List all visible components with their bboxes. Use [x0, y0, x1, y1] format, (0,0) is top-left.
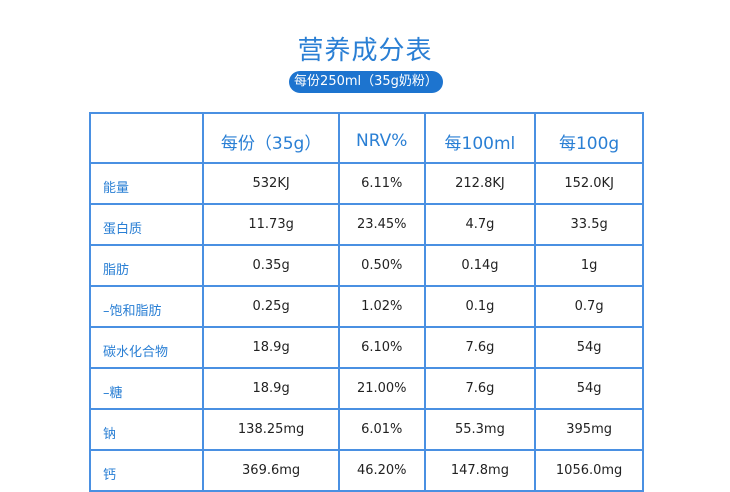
value-cell: 6.10%	[337, 326, 426, 369]
value-cell: 0.14g	[423, 244, 537, 287]
value-cell: 152.0KJ	[534, 162, 644, 205]
value-cell: 1056.0mg	[534, 449, 644, 492]
value-cell: 54g	[534, 367, 644, 410]
page-title: 营养成分表	[297, 36, 433, 66]
value-cell: 0.1g	[423, 285, 537, 328]
value-cell: 7.6g	[423, 326, 537, 369]
serving-badge: 每份250ml（35g奶粉）	[289, 71, 443, 93]
nutrition-table: 每份（35g） NRV% 每100ml 每100g 能量 532KJ 6.11% 21…	[88, 112, 644, 492]
table-row: 能量 532KJ 6.11% 212.8KJ 152.0KJ	[88, 162, 644, 205]
value-cell: 18.9g	[202, 367, 340, 410]
value-cell: 369.6mg	[202, 449, 340, 492]
row-label: 碳水化合物	[88, 326, 205, 369]
table-row: 钙 369.6mg 46.20% 147.8mg 1056.0mg	[88, 449, 644, 492]
value-cell: 212.8KJ	[423, 162, 537, 205]
value-cell: 18.9g	[202, 326, 340, 369]
value-cell: 46.20%	[337, 449, 426, 492]
value-cell: 6.11%	[337, 162, 426, 205]
value-cell: 54g	[534, 326, 644, 369]
value-cell: 7.6g	[423, 367, 537, 410]
table-row: –糖 18.9g 21.00% 7.6g 54g	[88, 367, 644, 410]
row-label: 脂肪	[88, 244, 205, 287]
value-cell: 33.5g	[534, 203, 644, 246]
value-cell: 0.7g	[534, 285, 644, 328]
row-label: 钙	[88, 449, 205, 492]
table-row: 脂肪 0.35g 0.50% 0.14g 1g	[88, 244, 644, 287]
header-cell: 每份（35g）	[202, 112, 340, 164]
table-row: 钠 138.25mg 6.01% 55.3mg 395mg	[88, 408, 644, 451]
row-label: 能量	[88, 162, 205, 205]
row-label: 钠	[88, 408, 205, 451]
header-cell: 每100g	[534, 112, 644, 164]
value-cell: 0.25g	[202, 285, 340, 328]
value-cell: 55.3mg	[423, 408, 537, 451]
value-cell: 4.7g	[423, 203, 537, 246]
value-cell: 0.35g	[202, 244, 340, 287]
row-label: –饱和脂肪	[88, 285, 205, 328]
table-row: 蛋白质 11.73g 23.45% 4.7g 33.5g	[88, 203, 644, 246]
value-cell: 1.02%	[337, 285, 426, 328]
header-cell: NRV%	[337, 112, 426, 164]
header-cell: 每100ml	[423, 112, 537, 164]
table-row: –饱和脂肪 0.25g 1.02% 0.1g 0.7g	[88, 285, 644, 328]
table-header-row: 每份（35g） NRV% 每100ml 每100g	[88, 112, 644, 164]
value-cell: 1g	[534, 244, 644, 287]
value-cell: 0.50%	[337, 244, 426, 287]
value-cell: 138.25mg	[202, 408, 340, 451]
row-label: –糖	[88, 367, 205, 410]
value-cell: 532KJ	[202, 162, 340, 205]
row-label: 蛋白质	[88, 203, 205, 246]
value-cell: 11.73g	[202, 203, 340, 246]
value-cell: 21.00%	[337, 367, 426, 410]
value-cell: 395mg	[534, 408, 644, 451]
value-cell: 23.45%	[337, 203, 426, 246]
value-cell: 147.8mg	[423, 449, 537, 492]
value-cell: 6.01%	[337, 408, 426, 451]
header-cell	[88, 112, 205, 164]
table-row: 碳水化合物 18.9g 6.10% 7.6g 54g	[88, 326, 644, 369]
